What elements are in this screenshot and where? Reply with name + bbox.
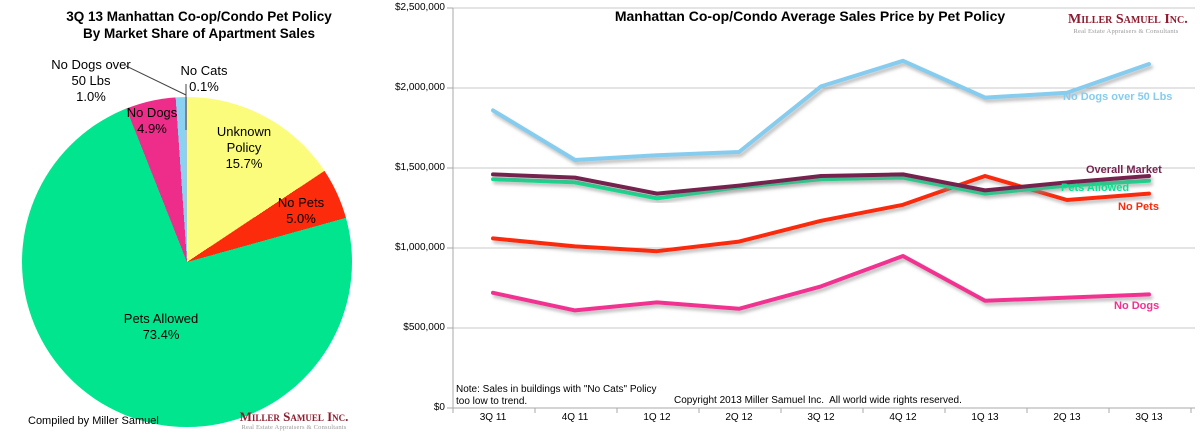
pie-label-pct: 4.9% [137, 121, 167, 136]
logo-wordmark: Miller Samuel Inc. [239, 409, 349, 424]
series-line-no-pets [491, 174, 1151, 254]
copyright-note: Copyright 2013 Miller Samuel Inc. All wo… [674, 395, 962, 406]
y-axis-label: $0 [433, 402, 445, 413]
logo-tagline: Real Estate Appraisers & Consultants [241, 424, 347, 431]
series-label-overall-market: Overall Market [1086, 164, 1162, 176]
pie-title-line2: By Market Share of Apartment Sales [82, 26, 316, 41]
logo-wordmark: Miller Samuel Inc. [1068, 12, 1188, 27]
pie-label-text: Unknown [216, 124, 272, 139]
pie-label-no-pets: No Pets 5.0% [260, 195, 342, 227]
series-line-no-dogs-over-50-lbs [491, 58, 1151, 162]
series-line-pets-allowed [491, 175, 1151, 201]
pie-label-text: No Cats [180, 63, 228, 78]
pie-title-line1: 3Q 13 Manhattan Co-op/Condo Pet Policy [66, 9, 332, 24]
x-axis-label-4q-12: 4Q 12 [889, 412, 917, 423]
x-axis-label-2q-13: 2Q 13 [1053, 412, 1081, 423]
x-axis-label-3q-13: 3Q 13 [1135, 412, 1163, 423]
pie-chart-panel: 3Q 13 Manhattan Co-op/Condo Pet Policy B… [0, 0, 378, 439]
y-axis-label: $2,000,000 [394, 82, 445, 93]
series-label-no-dogs-over-50-lbs: No Dogs over 50 Lbs [1063, 91, 1173, 103]
x-axis-label-1q-13: 1Q 13 [971, 412, 999, 423]
pie-chart-title: 3Q 13 Manhattan Co-op/Condo Pet Policy B… [18, 8, 380, 42]
logo-tagline: Real Estate Appraisers & Consultants [1073, 28, 1179, 35]
x-axis-label-4q-11: 4Q 11 [561, 412, 589, 423]
miller-samuel-logo: Miller Samuel Inc. Real Estate Appraiser… [1068, 12, 1188, 36]
x-axis-label-1q-12: 1Q 12 [643, 412, 671, 423]
pie-label-text: 50 Lbs [71, 73, 111, 88]
pie-label-pct: 5.0% [286, 211, 316, 226]
pie-label-text: No Pets [277, 195, 325, 210]
line-chart-title: Manhattan Co-op/Condo Average Sales Pric… [614, 8, 1006, 24]
series-line-no-dogs [491, 254, 1151, 313]
y-axis-label: $2,500,000 [394, 2, 445, 13]
y-axis-label: $500,000 [403, 322, 445, 333]
series-label-no-dogs: No Dogs [1114, 300, 1160, 312]
x-axis-label-3q-11: 3Q 11 [479, 412, 507, 423]
chart-footnote: Note: Sales in buildings with "No Cats" … [456, 384, 657, 407]
x-axis-label-2q-12: 2Q 12 [725, 412, 753, 423]
pie-label-pets-allowed: Pets Allowed 73.4% [101, 311, 221, 343]
pie-label-text: Policy [226, 140, 262, 155]
x-axis-label-3q-12: 3Q 12 [807, 412, 835, 423]
chart-footnote-line1: Note: Sales in buildings with "No Cats" … [456, 384, 657, 395]
y-axis-label: $1,500,000 [394, 162, 445, 173]
pie-label-text: No Dogs [126, 105, 178, 120]
series-label-pets-allowed: Pets Allowed [1061, 182, 1130, 194]
line-chart-panel: Manhattan Co-op/Condo Average Sales Pric… [378, 0, 1200, 439]
y-axis-label: $1,000,000 [394, 242, 445, 253]
pie-label-pct: 0.1% [189, 79, 219, 94]
pie-label-no-cats: No Cats 0.1% [164, 63, 244, 95]
pie-label-text: Pets Allowed [123, 311, 199, 326]
line-chart [447, 7, 1195, 413]
pie-label-unknown-policy: Unknown Policy 15.7% [194, 124, 294, 172]
compiled-by-note: Compiled by Miller Samuel [28, 415, 159, 427]
series-line-overall-market [491, 172, 1151, 196]
pie-label-no-dogs: No Dogs 4.9% [102, 105, 202, 137]
pie-chart [22, 97, 352, 427]
chart-footnote-line2: too low to trend. [456, 395, 528, 407]
pie-label-pct: 15.7% [225, 156, 263, 171]
series-label-no-pets: No Pets [1118, 201, 1159, 213]
pie-label-text: No Dogs over [51, 57, 131, 72]
pie-label-pct: 1.0% [76, 89, 106, 104]
pie-label-no-dogs-over-50lbs: No Dogs over 50 Lbs 1.0% [41, 57, 141, 105]
miller-samuel-logo: Miller Samuel Inc. Real Estate Appraiser… [238, 410, 350, 432]
pie-label-pct: 73.4% [142, 327, 180, 342]
